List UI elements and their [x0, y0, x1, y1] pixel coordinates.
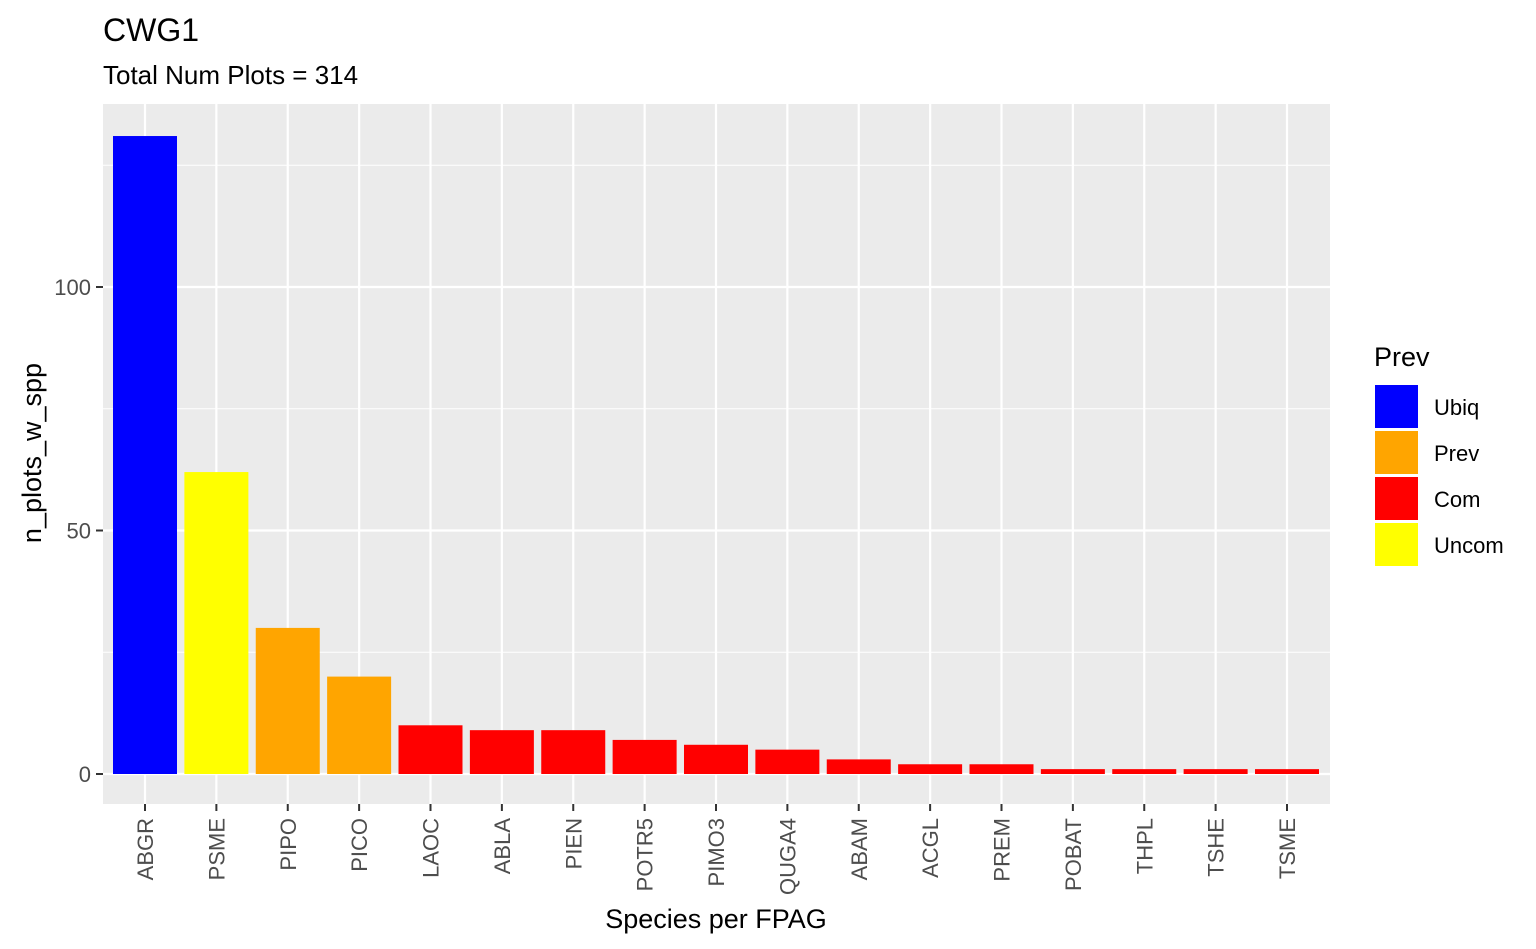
bar-pipo	[255, 627, 320, 774]
bar-acgl	[898, 764, 963, 774]
x-tick-label: PIPO	[276, 818, 301, 871]
x-tick-label: THPL	[1132, 818, 1157, 874]
bar-laoc	[398, 725, 463, 774]
legend-swatch-ubiq	[1375, 385, 1418, 428]
x-axis-title: Species per FPAG	[605, 904, 827, 934]
x-tick-label: PIMO3	[704, 818, 729, 886]
x-tick-label: TSME	[1275, 818, 1300, 879]
x-tick-label: ACGL	[918, 818, 943, 878]
bar-prem	[969, 764, 1034, 774]
bar-abla	[469, 730, 534, 774]
y-axis: 0 50 100	[54, 275, 103, 787]
y-tick-label: 100	[54, 275, 91, 300]
y-tick-label: 50	[67, 519, 91, 544]
x-tick-label: PREM	[990, 818, 1015, 882]
grid-lines	[103, 104, 1330, 804]
bars	[113, 136, 1319, 774]
bar-pien	[541, 730, 606, 774]
legend-label-com: Com	[1434, 487, 1480, 512]
bar-psme	[184, 472, 249, 774]
bar-tshe	[1183, 769, 1248, 774]
legend-swatch-com	[1375, 477, 1418, 520]
bar-abam	[826, 759, 891, 774]
bar-abgr	[113, 136, 177, 774]
x-tick-label: ABGR	[133, 818, 158, 880]
bar-pimo3	[684, 744, 748, 774]
x-tick-label: PIEN	[561, 818, 586, 869]
x-tick-label: QUGA4	[775, 818, 800, 895]
x-tick-label: PICO	[347, 818, 372, 872]
y-axis-title: n_plots_w_spp	[17, 363, 47, 543]
legend-swatch-prev	[1375, 431, 1418, 474]
y-tick-label: 0	[79, 762, 91, 787]
chart-title: CWG1	[103, 12, 199, 48]
chart-subtitle: Total Num Plots = 314	[103, 60, 358, 90]
x-tick-label: PSME	[204, 818, 229, 880]
bar-pobat	[1040, 769, 1105, 774]
bar-thpl	[1112, 769, 1177, 774]
x-tick-label: LAOC	[419, 818, 444, 878]
legend-label-uncom: Uncom	[1434, 533, 1504, 558]
x-axis: ABGR PSME PIPO PICO LAOC ABLA PIEN POTR5 PIMO3 QU…	[133, 804, 1300, 895]
legend-title: Prev	[1374, 342, 1430, 372]
x-tick-label: POBAT	[1061, 818, 1086, 891]
x-tick-label: ABLA	[490, 818, 515, 875]
x-tick-label: POTR5	[633, 818, 658, 891]
bar-pico	[327, 676, 392, 774]
legend-swatch-uncom	[1375, 523, 1418, 566]
bar-potr5	[612, 739, 677, 774]
bar-tsme	[1255, 769, 1319, 774]
x-tick-label: TSHE	[1204, 818, 1229, 877]
legend-label-prev: Prev	[1434, 441, 1479, 466]
x-tick-label: ABAM	[847, 818, 872, 880]
legend-label-ubiq: Ubiq	[1434, 395, 1479, 420]
bar-quga4	[755, 749, 820, 774]
